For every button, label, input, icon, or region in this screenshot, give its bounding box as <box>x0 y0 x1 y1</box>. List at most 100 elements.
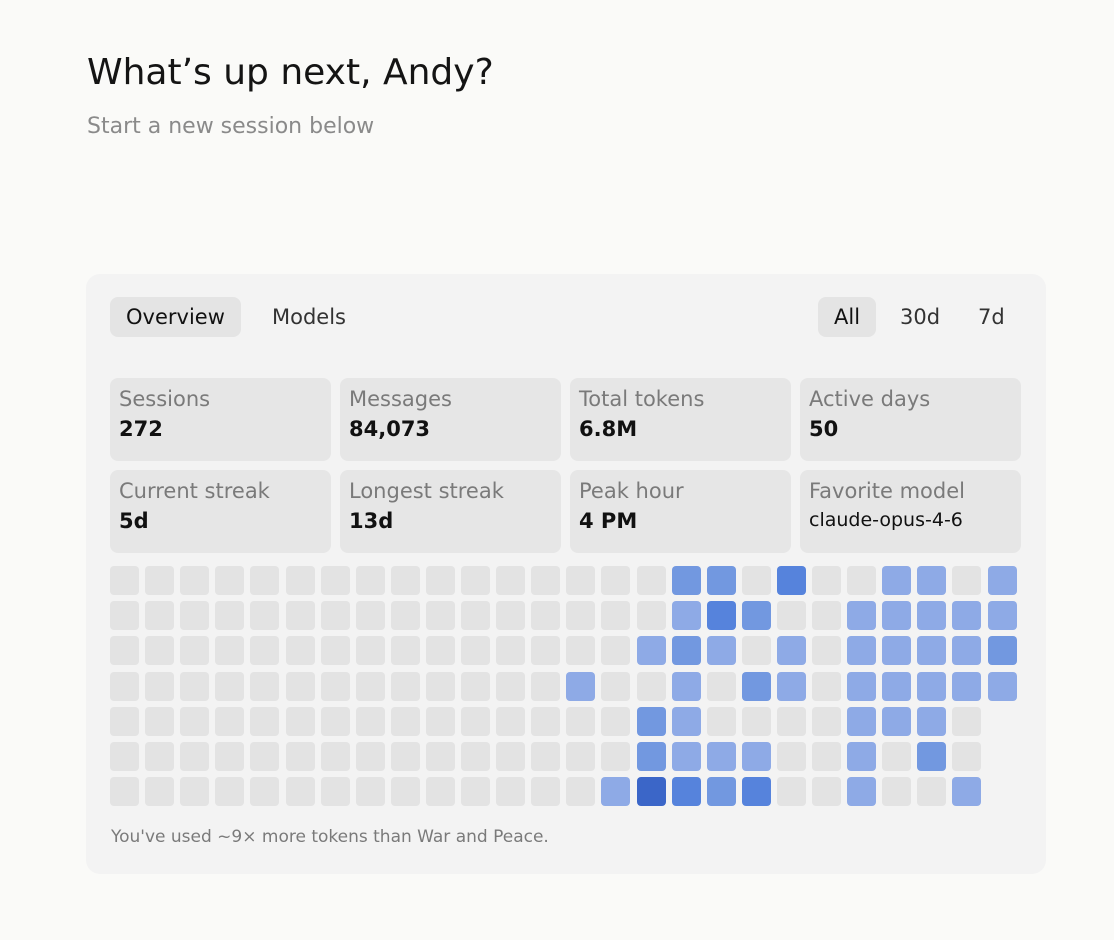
heatmap-cell <box>917 566 947 595</box>
heatmap-cell <box>110 671 139 701</box>
stat-label: Current streak <box>119 479 270 503</box>
heatmap-cell <box>496 777 526 807</box>
heatmap-cell <box>847 706 877 736</box>
heatmap-cell <box>531 566 561 595</box>
heatmap-cell <box>917 671 947 701</box>
heatmap-cell <box>847 601 877 631</box>
heatmap-cell <box>425 706 455 736</box>
stat-box: Longest streak 13d <box>340 470 561 553</box>
heatmap-cell <box>496 636 526 666</box>
heatmap-cell <box>706 777 736 807</box>
heatmap-cell <box>390 566 420 595</box>
tab[interactable]: Overview <box>110 297 241 337</box>
heatmap-cell <box>531 706 561 736</box>
heatmap-cell <box>776 777 806 807</box>
heatmap-cell <box>250 671 280 701</box>
heatmap-cell <box>741 742 771 771</box>
stat-box: Peak hour 4 PM <box>570 470 791 553</box>
heatmap-cell <box>110 636 139 666</box>
stat-label: Peak hour <box>579 479 684 503</box>
heatmap-cell <box>882 671 912 701</box>
heatmap-cell <box>601 566 631 595</box>
stat-label: Messages <box>349 387 452 411</box>
heatmap-cell <box>917 777 947 807</box>
heatmap-cell <box>461 777 490 807</box>
heatmap-cell <box>952 742 982 771</box>
heatmap-cell <box>110 777 139 807</box>
heatmap-cell <box>425 742 455 771</box>
heatmap-cell <box>776 671 806 701</box>
stat-box: Sessions 272 <box>110 378 331 461</box>
heatmap-cell <box>180 566 210 595</box>
heatmap-cell <box>145 777 175 807</box>
heatmap-cell <box>390 706 420 736</box>
stat-box: Current streak 5d <box>110 470 331 553</box>
heatmap-cell <box>706 566 736 595</box>
stat-box: Messages 84,073 <box>340 378 561 461</box>
heatmap-cell <box>355 706 385 736</box>
heatmap-cell <box>671 742 701 771</box>
heatmap-cell <box>987 636 1017 666</box>
heatmap-cell <box>461 742 490 771</box>
heatmap-cell <box>776 706 806 736</box>
heatmap-cell <box>285 566 315 595</box>
heatmap-cell <box>566 777 596 807</box>
heatmap-cell <box>425 671 455 701</box>
stat-label: Sessions <box>119 387 211 411</box>
heatmap-cell <box>215 706 245 736</box>
heatmap-cell <box>917 742 947 771</box>
heatmap-cell <box>952 671 982 701</box>
heatmap-cell <box>566 636 596 666</box>
range-button[interactable]: All <box>818 297 877 337</box>
heatmap-cell <box>636 742 666 771</box>
heatmap-cell <box>390 777 420 807</box>
heatmap-cell <box>671 636 701 666</box>
heatmap-cell <box>531 742 561 771</box>
greeting-subtitle: Start a new session below <box>87 114 375 139</box>
heatmap-cell <box>741 777 771 807</box>
heatmap-cell <box>215 636 245 666</box>
heatmap-cell <box>320 742 350 771</box>
heatmap-cell <box>461 636 490 666</box>
heatmap-cell <box>285 601 315 631</box>
heatmap-cell <box>320 601 350 631</box>
heatmap-cell <box>812 601 841 631</box>
heatmap-cell <box>882 601 912 631</box>
heatmap-cell <box>320 636 350 666</box>
heatmap-cell <box>847 742 877 771</box>
heatmap-cell <box>601 742 631 771</box>
heatmap-cell <box>250 636 280 666</box>
stats-card: You've used ~9× more tokens than War and… <box>86 274 1046 874</box>
heatmap-cell <box>180 742 210 771</box>
footer-note: You've used ~9× more tokens than War and… <box>111 827 549 847</box>
heatmap-cell <box>250 601 280 631</box>
heatmap-cell <box>882 706 912 736</box>
heatmap-cell <box>812 636 841 666</box>
heatmap-cell <box>917 706 947 736</box>
heatmap-cell <box>776 566 806 595</box>
range-button[interactable]: 7d <box>978 305 1005 329</box>
heatmap-cell <box>425 566 455 595</box>
range-button[interactable]: 30d <box>900 305 941 329</box>
heatmap-cell <box>847 636 877 666</box>
heatmap-cell <box>496 671 526 701</box>
heatmap-cell <box>320 671 350 701</box>
heatmap-cell <box>531 636 561 666</box>
tab[interactable]: Models <box>272 305 346 329</box>
heatmap-cell <box>110 566 139 595</box>
heatmap-cell <box>461 601 490 631</box>
heatmap-cell <box>706 601 736 631</box>
heatmap-cell <box>355 601 385 631</box>
heatmap-cell <box>461 671 490 701</box>
heatmap-cell <box>671 706 701 736</box>
heatmap-cell <box>320 777 350 807</box>
heatmap-cell <box>671 777 701 807</box>
heatmap-cell <box>285 742 315 771</box>
heatmap-cell <box>917 601 947 631</box>
heatmap-cell <box>671 566 701 595</box>
heatmap-cell <box>215 601 245 631</box>
heatmap-cell <box>355 671 385 701</box>
stat-value: 6.8M <box>579 417 638 441</box>
heatmap-cell <box>741 601 771 631</box>
